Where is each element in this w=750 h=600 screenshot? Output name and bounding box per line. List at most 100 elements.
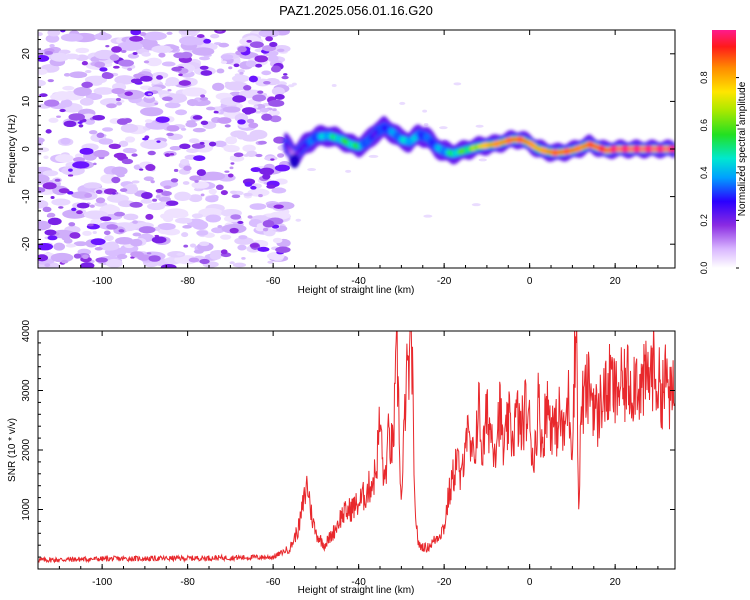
noise-blob <box>236 133 248 140</box>
noise-blob <box>199 96 209 101</box>
noise-blob <box>44 99 60 107</box>
noise-blob <box>188 195 202 202</box>
colorbar-tick-label: 0.0 <box>699 262 709 275</box>
noise-blob <box>61 259 69 264</box>
noise-blob <box>80 262 95 268</box>
noise-blob <box>49 44 55 48</box>
noise-blob <box>196 230 209 236</box>
noise-blob <box>92 231 97 234</box>
ridge-dark-patch <box>289 153 300 168</box>
noise-blob <box>68 113 85 121</box>
noise-blob <box>213 106 222 111</box>
noise-blob <box>270 65 282 73</box>
noise-blob <box>111 166 128 176</box>
noise-blob <box>307 168 317 172</box>
noise-blob <box>166 125 180 132</box>
noise-blob <box>258 140 267 145</box>
noise-blob <box>111 192 116 195</box>
noise-blob <box>44 229 57 236</box>
colorbar-tick-label: 0.2 <box>699 214 709 227</box>
noise-blob <box>188 138 200 144</box>
noise-blob <box>237 244 247 251</box>
noise-blob <box>73 86 92 97</box>
noise-blob <box>272 108 277 112</box>
noise-blob <box>269 41 278 48</box>
noise-blob <box>224 124 231 128</box>
noise-blob <box>99 67 108 72</box>
noise-blob <box>217 224 223 229</box>
noise-blob <box>229 261 235 265</box>
noise-blob <box>103 72 114 79</box>
y-tick-label: -10 <box>21 189 32 204</box>
noise-blob <box>123 213 139 221</box>
noise-blob <box>203 38 212 44</box>
noise-blob <box>208 188 217 195</box>
noise-blob <box>222 106 241 113</box>
noise-blob <box>94 247 103 251</box>
noise-blob <box>211 227 225 234</box>
y-tick-label: 0 <box>21 146 32 152</box>
noise-blob <box>265 36 274 42</box>
noise-blob <box>183 244 189 248</box>
noise-blob <box>59 108 66 113</box>
spectrogram-x-ticks: -100 -80 -60 -40 -20 0 20 <box>58 30 659 287</box>
noise-blob <box>144 119 153 124</box>
noise-blob <box>170 178 179 183</box>
noise-blob <box>191 213 204 219</box>
noise-blob <box>45 129 52 134</box>
noise-blob <box>272 237 283 244</box>
noise-blob <box>63 120 77 128</box>
noise-blob <box>233 63 240 68</box>
snr-y-ticks: 1000 2000 3000 4000 <box>21 319 675 558</box>
noise-blob <box>192 115 203 120</box>
noise-blob <box>274 164 290 172</box>
noise-blob <box>78 124 84 128</box>
noise-blob <box>345 169 352 173</box>
noise-blob <box>140 139 168 150</box>
noise-blob <box>60 33 84 42</box>
noise-blob <box>189 243 197 248</box>
noise-blob <box>169 146 182 151</box>
x-tick-label: -40 <box>351 577 366 588</box>
noise-blob <box>262 227 269 232</box>
noise-blob <box>255 153 263 158</box>
noise-blob <box>179 143 191 150</box>
noise-blob <box>96 132 105 139</box>
noise-blob <box>170 45 180 50</box>
noise-blob <box>151 236 167 244</box>
noise-blob <box>121 158 134 165</box>
noise-blob <box>87 223 94 227</box>
y-tick-label: 20 <box>21 48 32 60</box>
snr-xlabel: Height of straight line (km) <box>298 585 415 596</box>
colorbar-tick-label: 0.8 <box>699 71 709 84</box>
noise-blob <box>73 241 88 247</box>
noise-blob <box>156 75 164 80</box>
noise-blob <box>113 152 127 159</box>
noise-blob <box>165 200 179 206</box>
noise-blob <box>218 42 230 48</box>
noise-blob <box>165 93 188 104</box>
noise-blob <box>179 51 193 59</box>
noise-blob <box>50 52 69 62</box>
noise-blob <box>116 253 128 260</box>
noise-blob <box>247 215 253 219</box>
noise-blob <box>174 191 192 201</box>
noise-blob <box>106 103 117 109</box>
noise-blob <box>241 256 246 260</box>
noise-blob <box>200 193 205 197</box>
noise-blob <box>191 47 215 56</box>
x-tick-label: -60 <box>266 577 281 588</box>
noise-blob <box>200 70 213 76</box>
x-tick-label: -80 <box>180 276 195 287</box>
noise-blob <box>180 30 197 36</box>
noise-blob <box>252 94 267 102</box>
noise-blob <box>155 195 161 198</box>
noise-blob <box>147 93 153 96</box>
noise-blob <box>242 144 256 153</box>
spectrogram-y-ticks: -20 -10 0 10 20 <box>21 29 675 269</box>
noise-blob <box>229 227 239 234</box>
noise-blob <box>164 208 189 219</box>
noise-blob <box>101 127 114 132</box>
noise-blob <box>67 174 74 177</box>
noise-blob <box>217 117 232 124</box>
